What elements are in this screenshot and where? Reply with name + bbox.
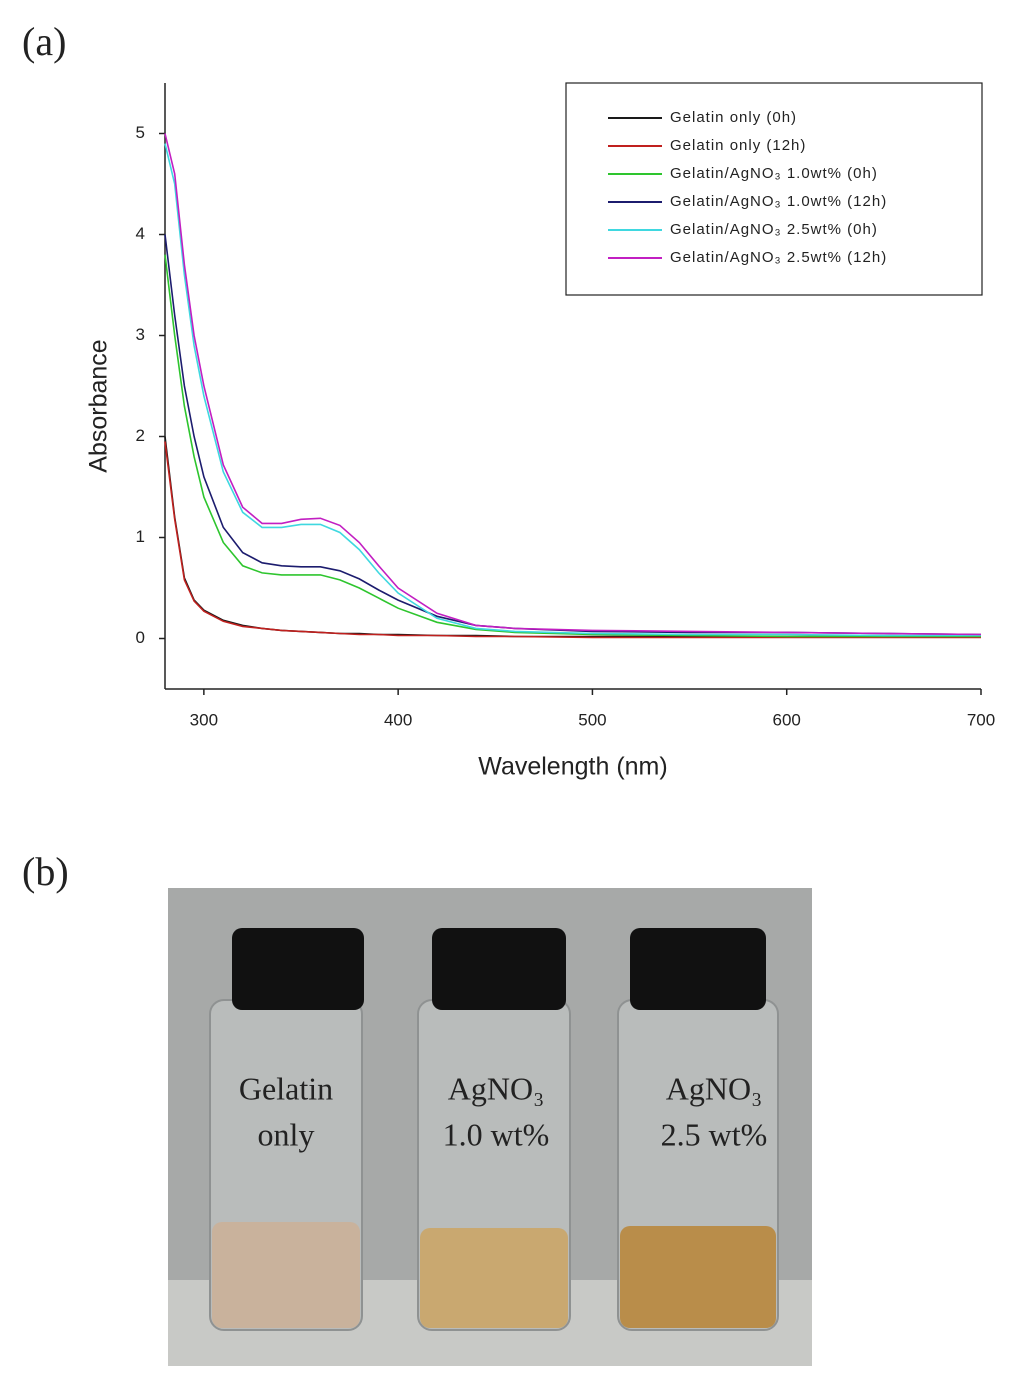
x-tick-label: 300: [190, 710, 218, 729]
series-line: [164, 436, 981, 638]
panel-label: (a): [22, 19, 66, 64]
y-tick-label: 4: [136, 224, 145, 243]
y-tick-label: 0: [136, 628, 145, 647]
x-tick-label: 700: [967, 710, 995, 729]
legend-label: Gelatin only (12h): [670, 137, 806, 154]
vial-label: 2.5 wt%: [661, 1116, 768, 1152]
y-tick-label: 5: [136, 123, 145, 142]
vial-label: Gelatin: [239, 1070, 333, 1106]
legend-label: Gelatin/AgNO₃ 2.5wt% (0h): [670, 221, 878, 238]
x-tick-label: 500: [578, 710, 606, 729]
vial: [417, 928, 571, 1331]
photo: Gelatin only AgNO₃ 1.0 wt% AgNO₃ 2.5 wt%: [168, 888, 812, 1366]
series-line: [164, 254, 981, 638]
vial: [617, 928, 779, 1331]
legend-label: Gelatin only (0h): [670, 109, 797, 126]
vial-label: AgNO₃: [448, 1070, 544, 1106]
y-axis-label: Absorbance: [85, 339, 113, 472]
series-line: [164, 133, 982, 636]
y-tick-label: 3: [136, 325, 145, 344]
vial-labels: Gelatin only AgNO₃ 1.0 wt% AgNO₃ 2.5 wt%: [239, 1070, 767, 1152]
legend-label: Gelatin/AgNO₃ 2.5wt% (12h): [670, 249, 887, 266]
x-tick-label: 400: [384, 710, 412, 729]
vial-label: only: [258, 1116, 315, 1152]
x-axis-label: Wavelength (nm): [478, 753, 667, 781]
vial: [209, 928, 364, 1331]
series-line: [164, 234, 982, 636]
legend-label: Gelatin/AgNO₃ 1.0wt% (0h): [670, 165, 878, 182]
x-tick-label: 600: [773, 710, 801, 729]
series-line: [164, 143, 981, 637]
vial-label: 1.0 wt%: [443, 1116, 550, 1152]
y-tick-label: 1: [136, 527, 145, 546]
y-tick-label: 2: [136, 426, 145, 445]
chart: 0 1 2 3 4 5 300 400 500 600 700 Wavelength (nm) Abso…: [85, 82, 995, 781]
vial-label: AgNO₃: [666, 1070, 762, 1106]
panel-label: (b): [22, 849, 69, 894]
legend-label: Gelatin/AgNO₃ 1.0wt% (12h): [670, 193, 887, 210]
series-line: [164, 441, 981, 639]
